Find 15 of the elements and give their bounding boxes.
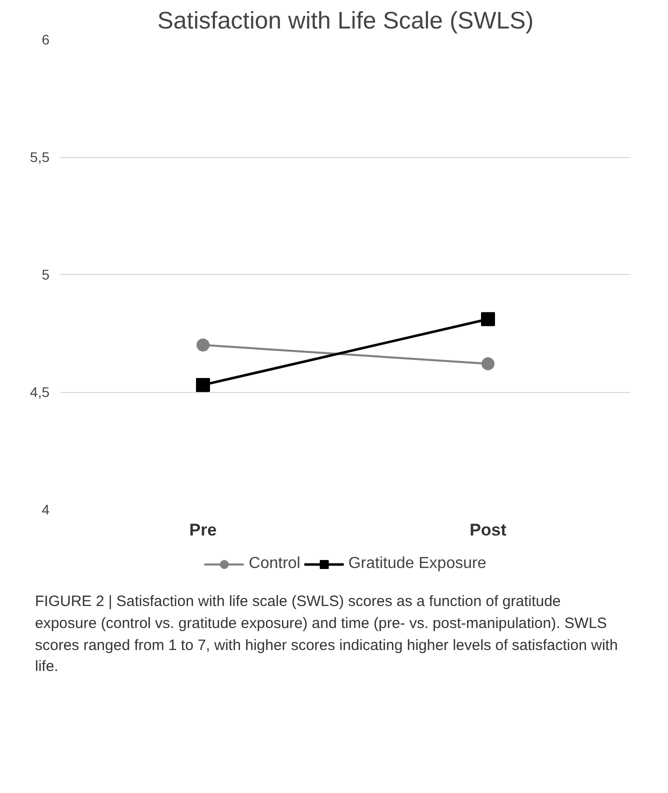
legend-label: Control [248, 555, 300, 573]
caption: FIGURE 2 | Satisfaction with life scale (SWLS) scores as a function of gratitude exposure (control vs. gratitude exposure) and time (pre- vs. post-manipulation). SWLS scores ranged from 1 to 7, with higher scores indicating higher levels of satisfaction with life. [35, 592, 619, 678]
point [482, 357, 494, 370]
point [481, 312, 495, 326]
y-tick-label: 4 [42, 502, 50, 518]
y-tick-label: 4,5 [30, 384, 50, 400]
chart-title: Satisfaction with Life Scale (SWLS) [157, 8, 534, 34]
legend-label: Gratitude Exposure [348, 555, 486, 573]
x-tick-label: Pre [189, 520, 217, 540]
y-tick-label: 6 [42, 32, 50, 48]
point [196, 338, 210, 352]
x-tick-label: Post [470, 520, 507, 540]
y-tick-label: 5,5 [30, 149, 50, 165]
y-tick-label: 5 [42, 266, 50, 282]
point [196, 378, 210, 392]
